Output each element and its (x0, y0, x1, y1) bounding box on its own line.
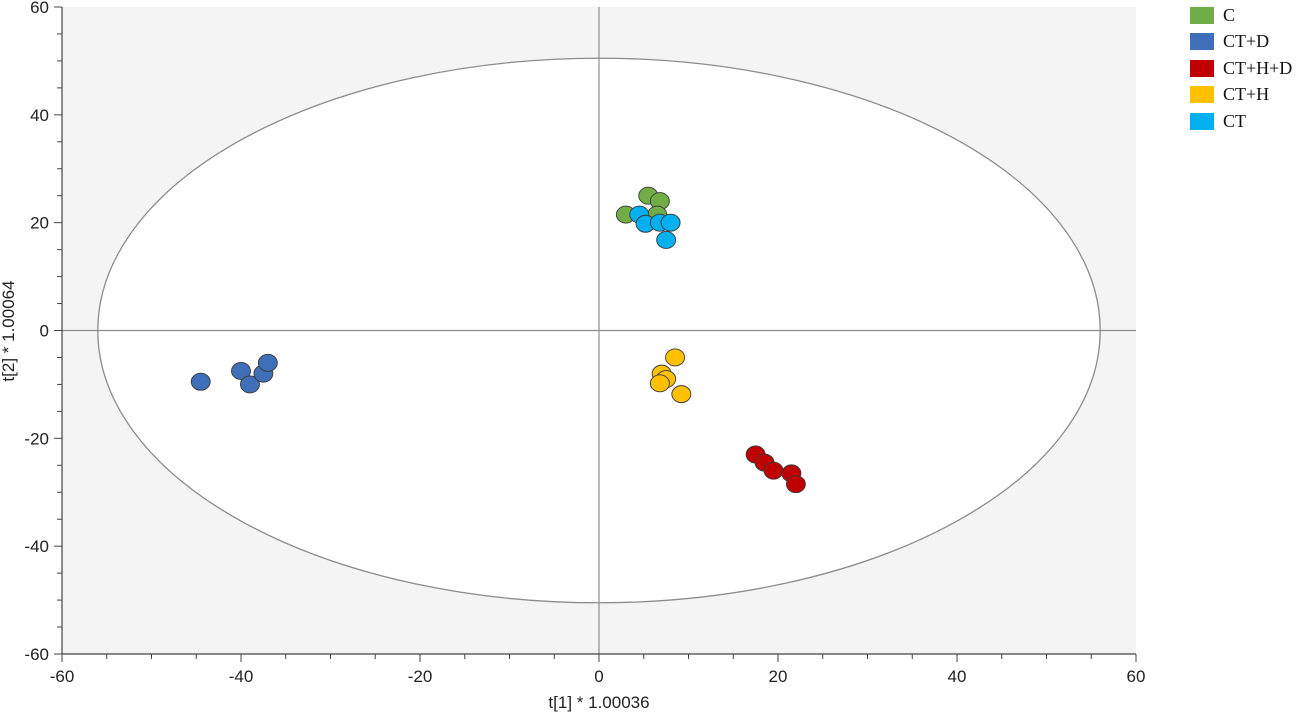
series-ct (629, 205, 681, 249)
legend: C CT+D CT+H+D CT+H CT (1190, 2, 1292, 135)
legend-label: CT+D (1223, 31, 1270, 52)
data-point (660, 213, 681, 232)
y-tick-label: -20 (24, 429, 49, 448)
data-points (190, 186, 806, 494)
y-axis-label: t[2] * 1.00064 (0, 280, 18, 381)
legend-item: CT+H (1190, 82, 1292, 109)
data-point (190, 372, 211, 391)
legend-label: CT (1223, 110, 1247, 131)
x-tick-label: 60 (1127, 667, 1146, 686)
legend-item: CT (1190, 108, 1292, 135)
legend-item: CT+D (1190, 29, 1292, 56)
data-point (665, 348, 686, 367)
legend-item: CT+H+D (1190, 55, 1292, 82)
y-tick-label: 20 (30, 214, 49, 233)
data-point (656, 230, 677, 249)
y-tick-label: 40 (30, 106, 49, 125)
data-point (239, 375, 260, 394)
legend-swatch (1190, 6, 1214, 24)
legend-swatch (1190, 59, 1214, 77)
series-ct-d (190, 353, 278, 394)
data-point (231, 361, 251, 380)
tick-labels: -60 -40 -20 0 20 40 60 60 40 20 0 -20 -40 -60 (24, 0, 1145, 686)
series-ct-h (649, 348, 692, 404)
data-point (257, 353, 278, 372)
data-point (785, 475, 806, 494)
x-tick-label: 40 (948, 667, 967, 686)
x-tick-label: -20 (408, 667, 433, 686)
legend-swatch (1190, 33, 1214, 51)
data-point (763, 461, 784, 480)
y-tick-label: -60 (24, 645, 49, 664)
x-axis-label: t[1] * 1.00036 (548, 693, 649, 712)
y-tick-label: 60 (30, 0, 49, 17)
legend-item: C (1190, 2, 1292, 29)
data-point (671, 385, 692, 404)
x-tick-label: 20 (769, 667, 788, 686)
axis-ticks (54, 6, 1137, 662)
legend-label: CT+H (1223, 84, 1270, 105)
legend-label: C (1223, 4, 1236, 25)
y-tick-label: 0 (40, 322, 49, 341)
legend-label: CT+H+D (1223, 57, 1293, 78)
x-tick-label: -40 (229, 667, 254, 686)
x-tick-label: -60 (50, 667, 75, 686)
x-tick-label: 0 (594, 667, 603, 686)
series-ct-h-d (745, 445, 806, 494)
legend-swatch (1190, 86, 1214, 104)
legend-swatch (1190, 112, 1214, 130)
y-tick-label: -40 (24, 537, 49, 556)
data-point (649, 374, 670, 393)
